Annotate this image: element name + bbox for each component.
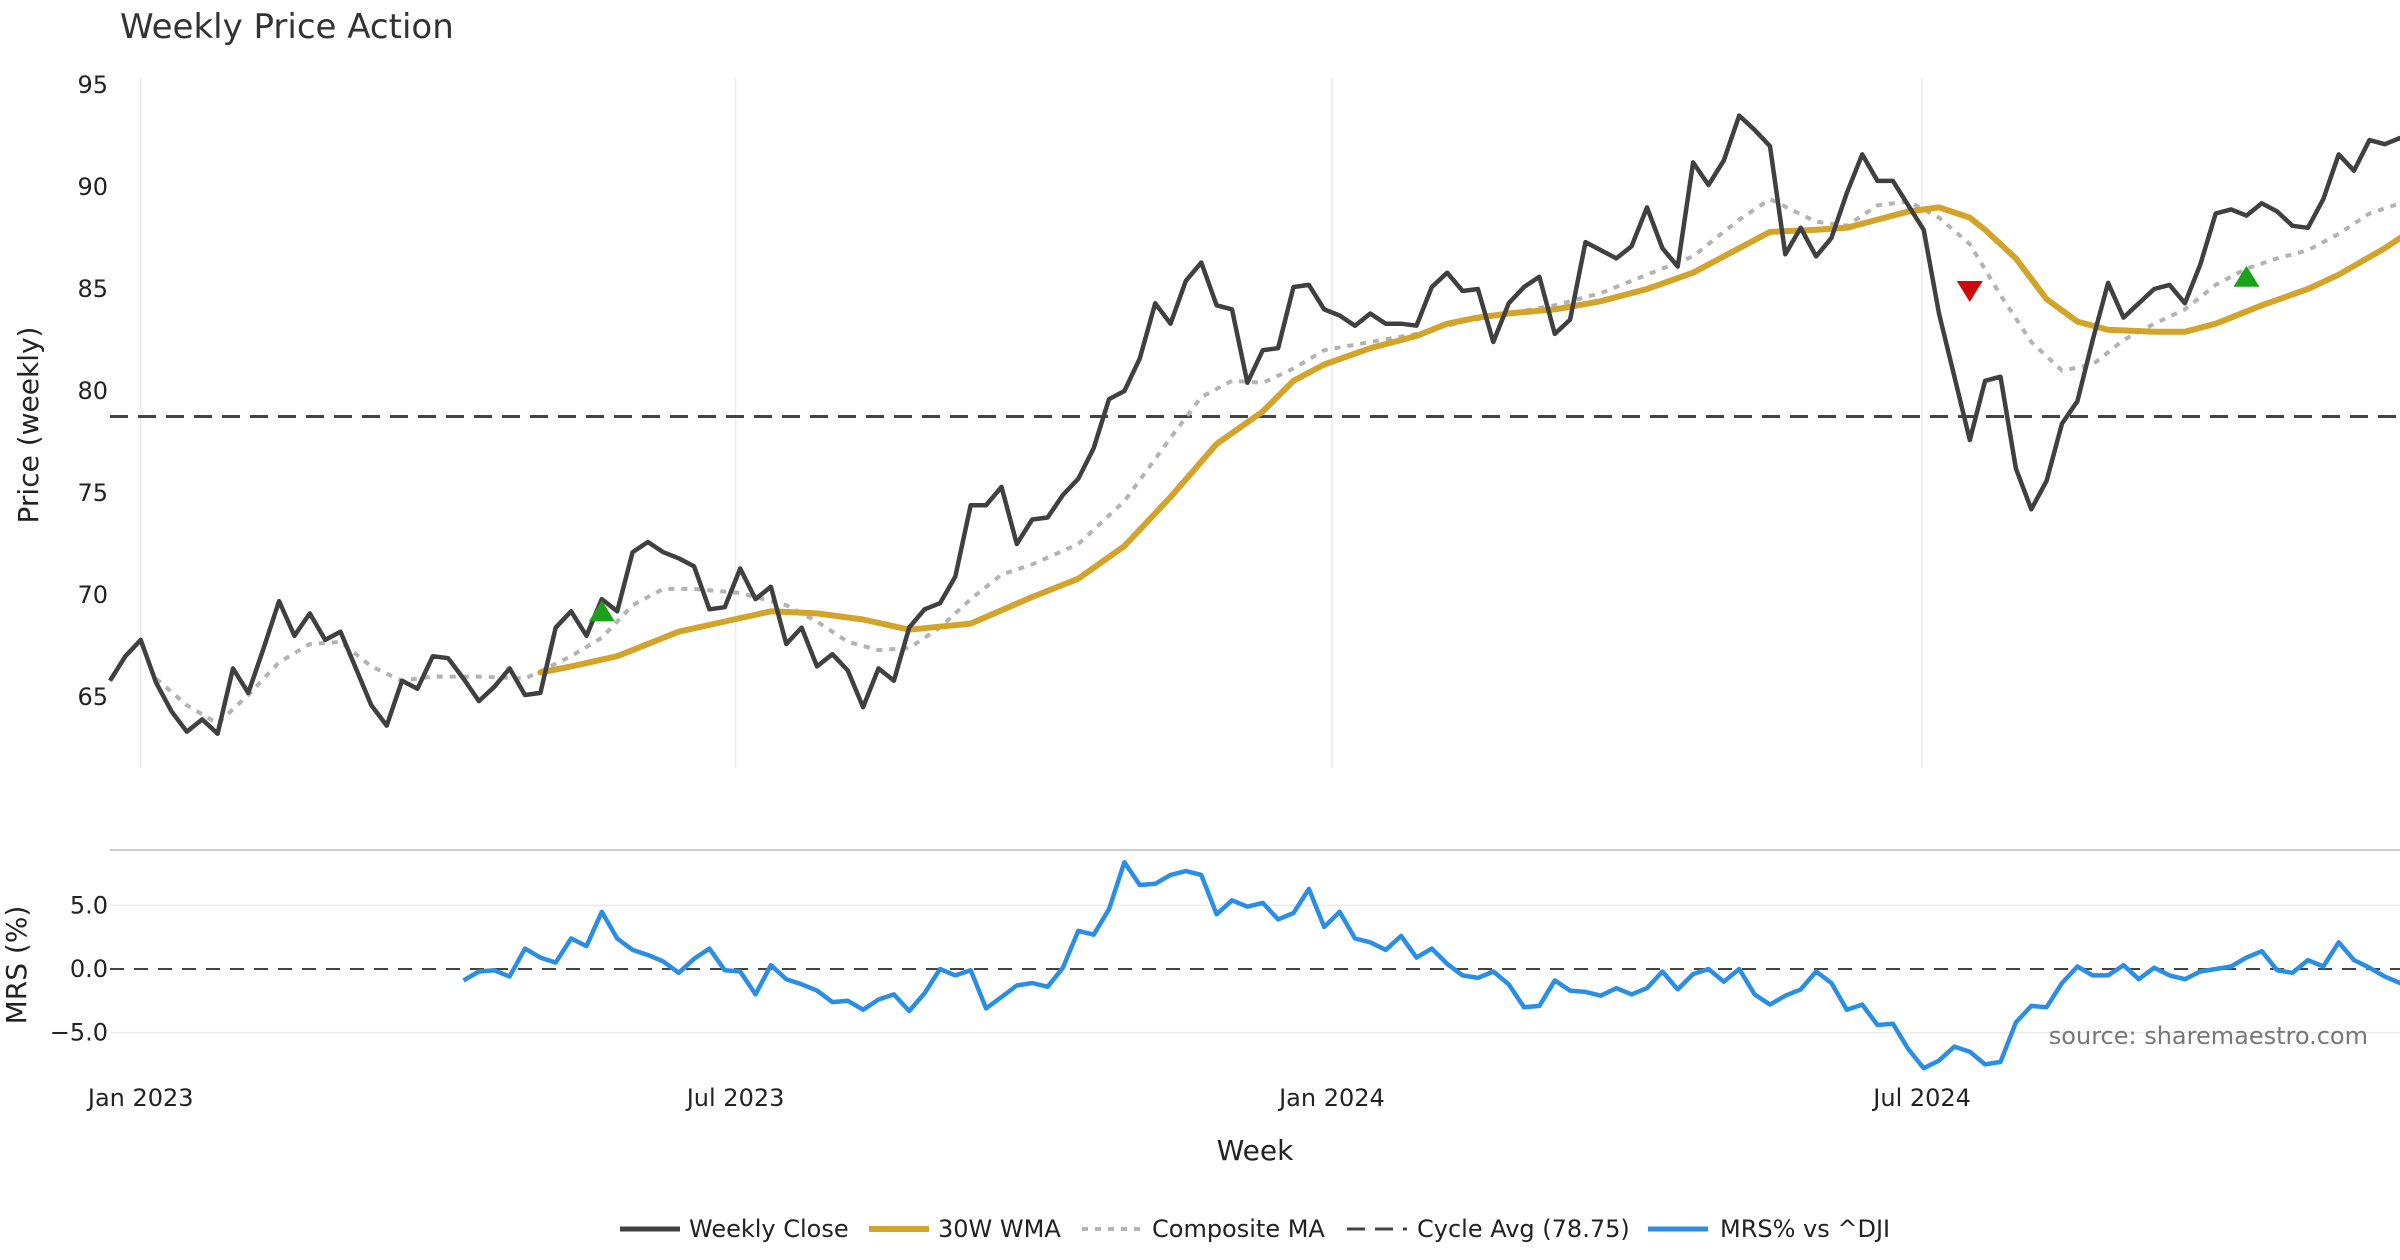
signal-markers	[588, 265, 2260, 622]
mrs-y-tick-label: 0.0	[70, 955, 108, 983]
x-tick-label: Jul 2024	[1871, 1084, 1971, 1112]
price-y-ticks: 65 70 75 80 85 90 95	[77, 71, 108, 711]
source-note: source: sharemaestro.com	[2049, 1022, 2368, 1050]
sell-signal-marker	[1956, 281, 1983, 303]
wma-30-series	[537, 204, 2400, 676]
price-y-tick-label: 90	[77, 173, 108, 201]
price-y-tick-label: 80	[77, 377, 108, 405]
price-y-tick-label: 95	[77, 71, 108, 99]
legend-label-composite: Composite MA	[1152, 1215, 1325, 1243]
legend-label-weekly-close: Weekly Close	[689, 1215, 849, 1243]
price-y-axis-label: Price (weekly)	[12, 327, 45, 524]
legend-label-wma: 30W WMA	[938, 1215, 1061, 1243]
mrs-y-tick-label: 5.0	[70, 891, 108, 919]
price-grid	[139, 78, 1923, 768]
composite-ma-series	[154, 197, 2400, 726]
mrs-series	[462, 859, 2400, 1071]
weekly-close-series	[108, 113, 2400, 736]
legend-label-mrs: MRS% vs ^DJI	[1720, 1215, 1890, 1243]
buy-signal-marker	[588, 600, 615, 622]
buy-signal-marker	[2233, 265, 2260, 287]
chart-title: Weekly Price Action	[120, 7, 454, 47]
x-axis-label: Week	[1217, 1134, 1294, 1167]
x-tick-label: Jan 2024	[1277, 1084, 1385, 1112]
price-y-tick-label: 75	[77, 479, 108, 507]
legend: Weekly Close 30W WMA Composite MA Cycle …	[620, 1215, 1890, 1243]
price-y-tick-label: 85	[77, 275, 108, 303]
mrs-y-ticks: 5.0 0.0 −5.0	[50, 891, 108, 1046]
mrs-y-axis-label: MRS (%)	[0, 906, 33, 1025]
mrs-y-tick-label: −5.0	[50, 1019, 108, 1047]
legend-label-cycle-avg: Cycle Avg (78.75)	[1417, 1215, 1630, 1243]
x-tick-label: Jan 2023	[86, 1084, 194, 1112]
price-y-tick-label: 65	[77, 683, 108, 711]
x-tick-label: Jul 2023	[685, 1084, 785, 1112]
price-y-tick-label: 70	[77, 581, 108, 609]
